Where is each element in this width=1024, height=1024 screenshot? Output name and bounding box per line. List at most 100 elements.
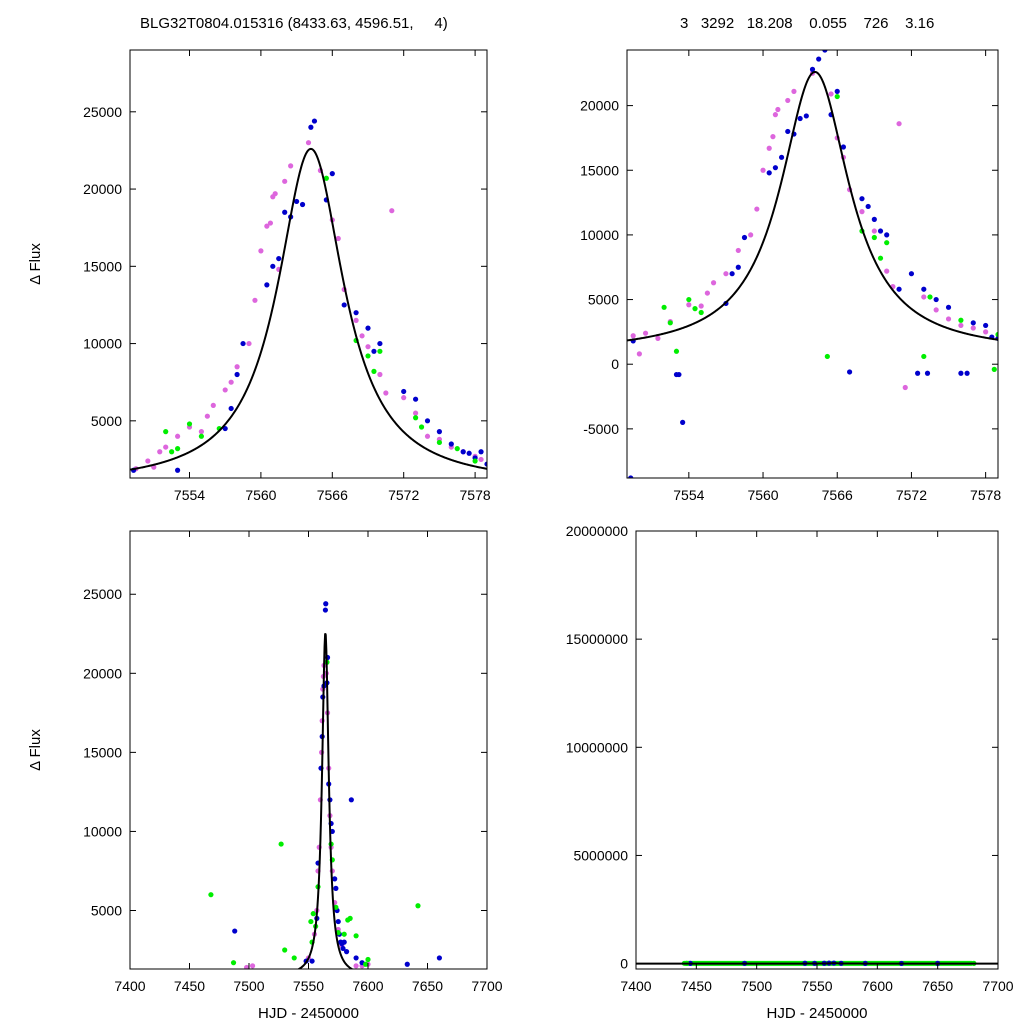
data-point-magenta (234, 364, 240, 370)
data-point-blue (309, 958, 315, 964)
x-axis-label: HJD - 2450000 (767, 1005, 868, 1022)
data-point-magenta (710, 280, 717, 286)
data-point-blue (809, 66, 816, 72)
data-point-blue (175, 467, 181, 473)
data-point-magenta (636, 351, 642, 357)
x-tick-label: 7450 (174, 978, 205, 994)
data-point-green (667, 320, 673, 326)
x-tick-label: 7400 (620, 978, 651, 994)
data-point-blue (348, 797, 354, 803)
data-point-green (834, 93, 840, 100)
data-point-magenta (896, 121, 902, 127)
data-point-blue (340, 945, 346, 952)
y-tick-label: 20000 (83, 181, 122, 197)
data-point-blue (834, 88, 840, 94)
data-point-blue (333, 885, 339, 891)
data-point-green (871, 234, 877, 241)
data-point-magenta (353, 317, 359, 323)
data-point-blue (915, 370, 921, 376)
data-point-blue (332, 876, 338, 882)
data-point-blue (478, 449, 484, 455)
data-point-green (692, 306, 698, 312)
data-point-blue (323, 601, 329, 607)
y-tick-label: 10000000 (566, 739, 629, 755)
data-point-blue (270, 263, 276, 269)
data-point-magenta (859, 209, 865, 215)
plot-area-bottom-left (208, 601, 442, 969)
x-tick-label: 7700 (471, 978, 502, 994)
data-point-green (363, 961, 369, 967)
data-point-magenta (198, 429, 204, 435)
data-point-blue (401, 388, 407, 395)
data-point-green (163, 429, 169, 435)
data-point-blue (343, 949, 350, 955)
data-point-magenta (748, 232, 754, 238)
data-point-magenta (828, 91, 834, 97)
data-point-blue (908, 271, 915, 277)
data-point-blue (341, 939, 347, 945)
data-point-blue (778, 154, 785, 160)
data-point-blue (329, 171, 335, 177)
data-point-green (365, 353, 371, 359)
x-tick-label: 7650 (412, 978, 443, 994)
y-tick-label: 20000000 (566, 523, 629, 539)
x-axis-label: HJD - 2450000 (258, 1005, 359, 1022)
data-point-magenta (424, 433, 431, 439)
x-tick-label: 7450 (681, 978, 712, 994)
data-point-blue (234, 371, 240, 378)
model-curve-bottom-left (296, 633, 354, 969)
data-point-green (921, 353, 927, 360)
x-tick-label: 7554 (673, 487, 704, 503)
data-point-green (333, 904, 339, 910)
data-point-blue (741, 234, 748, 241)
data-point-magenta (359, 333, 365, 339)
data-point-magenta (157, 449, 163, 455)
data-point-magenta (288, 163, 294, 169)
data-point-blue (847, 369, 853, 375)
data-point-magenta (630, 333, 636, 339)
data-point-green (377, 348, 383, 354)
data-point-blue (896, 286, 902, 292)
data-point-green (198, 433, 204, 439)
data-point-green (686, 296, 692, 303)
data-point-green (698, 309, 704, 316)
data-point-blue (766, 170, 772, 176)
data-point-blue (404, 961, 410, 967)
panel-bottom-left: 7400 7450 7500 7550 7600 7650 7700 5000 10000 150… (27, 530, 503, 1022)
data-point-magenta (785, 97, 791, 104)
data-point-blue (424, 418, 431, 424)
data-point-magenta (249, 963, 256, 969)
data-point-blue (299, 201, 306, 208)
data-point-green (341, 931, 347, 937)
data-point-magenta (770, 134, 776, 140)
y-tick-label: 0 (620, 956, 628, 972)
x-tick-label: 7550 (801, 978, 832, 994)
data-point-green (958, 317, 964, 323)
data-point-blue (448, 441, 454, 447)
data-point-blue (970, 320, 976, 326)
data-point-green (884, 240, 890, 246)
data-point-blue (377, 340, 383, 347)
data-point-green (308, 918, 314, 925)
y-tick-label: 20000 (83, 665, 122, 681)
y-tick-label: 0 (611, 356, 619, 372)
data-point-blue (341, 302, 347, 308)
y-tick-label: 10000 (580, 227, 619, 243)
y-tick-label: 25000 (83, 586, 122, 602)
data-point-green (927, 294, 933, 300)
data-point-green (186, 421, 193, 427)
x-tick-label: 7554 (174, 487, 205, 503)
data-point-magenta (772, 112, 779, 118)
data-point-magenta (389, 208, 395, 214)
data-point-green (353, 933, 359, 939)
y-tick-label: 10000 (83, 336, 122, 352)
data-point-blue (628, 475, 634, 478)
data-point-magenta (871, 228, 877, 234)
data-point-blue (264, 282, 270, 288)
data-point-green (415, 903, 421, 909)
y-axis-label: Δ Flux (27, 729, 44, 771)
data-point-blue (785, 128, 791, 135)
data-point-blue (413, 396, 419, 402)
data-point-magenta (655, 335, 661, 341)
y-tick-label: 5000 (91, 413, 122, 429)
